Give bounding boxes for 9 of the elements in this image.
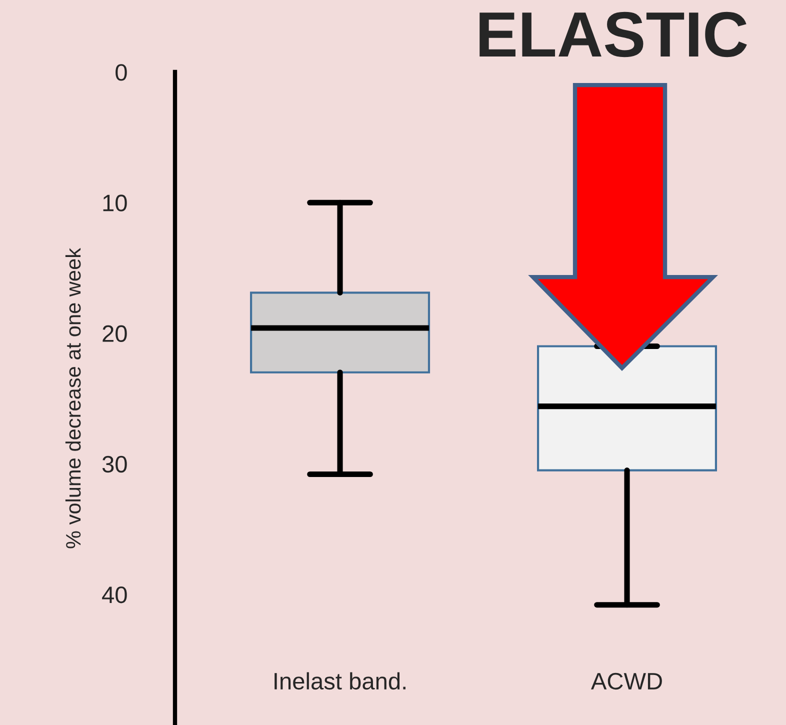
x-tick-label: ACWD bbox=[590, 672, 662, 690]
y-tick-label: 40 bbox=[102, 586, 127, 604]
y-axis-title: % volume decrease at one week bbox=[65, 248, 81, 548]
y-tick-label: 10 bbox=[103, 194, 127, 212]
x-tick-label: Inelast band. bbox=[274, 672, 406, 690]
y-tick-label: 0 bbox=[116, 64, 127, 81]
y-tick-label: 30 bbox=[102, 456, 127, 473]
y-tick-label: 20 bbox=[102, 325, 127, 342]
text: ELASTIC bbox=[480, 12, 747, 58]
